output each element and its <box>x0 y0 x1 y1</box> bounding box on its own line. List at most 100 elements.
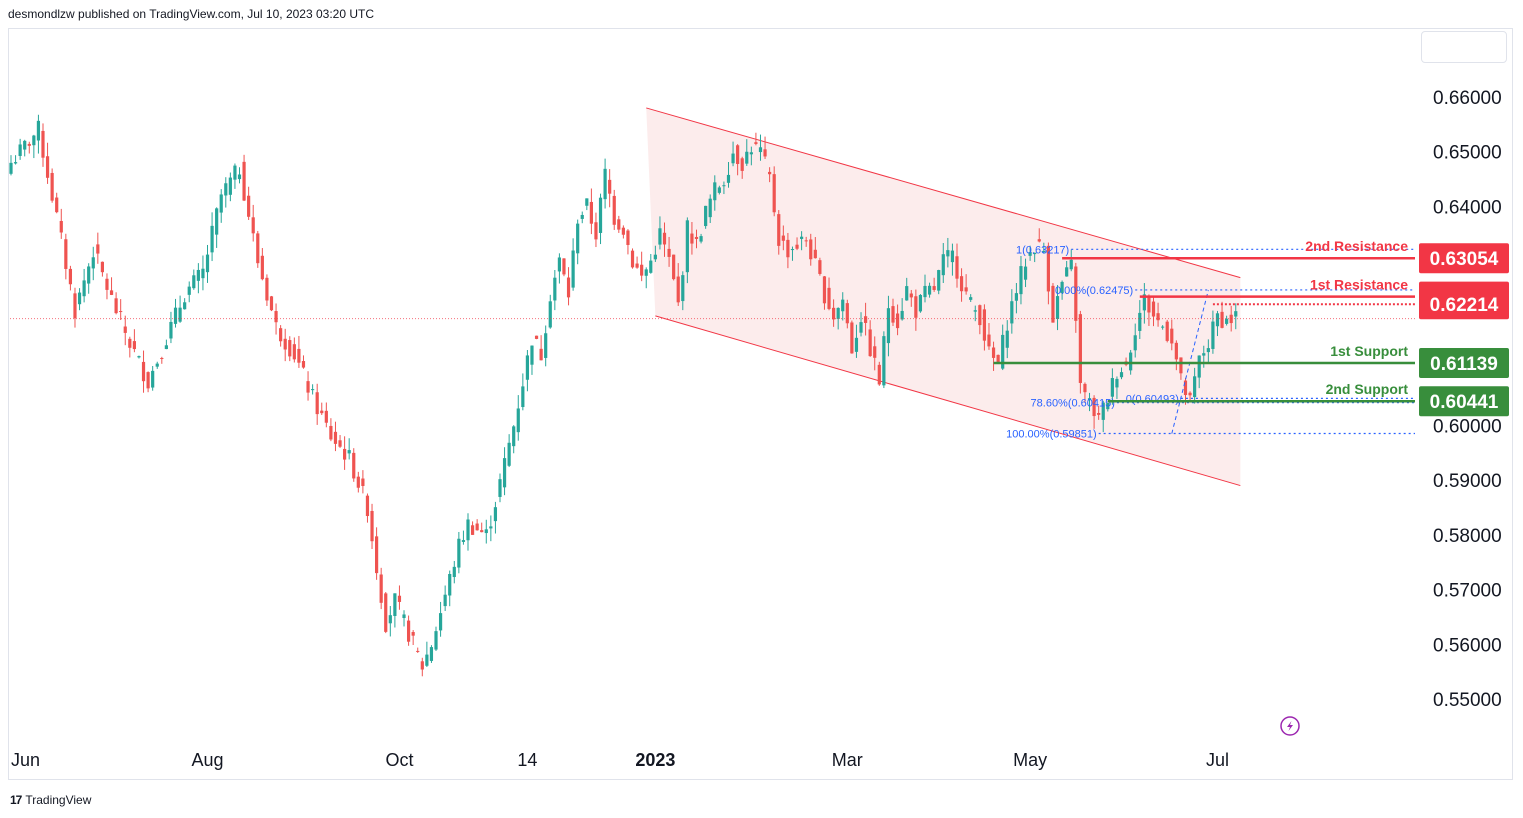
candle <box>1106 402 1110 412</box>
candle <box>91 246 95 281</box>
candle <box>946 237 950 268</box>
candle-body <box>507 442 511 466</box>
candle <box>1174 340 1178 371</box>
candle-body <box>909 293 913 298</box>
candle-body <box>1019 266 1023 295</box>
candle-body <box>1014 293 1018 301</box>
candle <box>507 434 511 468</box>
price-badge <box>1419 348 1509 379</box>
candle <box>886 295 891 357</box>
candle-body <box>996 354 1000 364</box>
candle <box>1078 310 1082 394</box>
candle-body <box>662 232 667 245</box>
candle <box>425 641 429 668</box>
candle <box>45 142 50 184</box>
candle <box>973 305 977 322</box>
candle <box>585 198 589 211</box>
candle-body <box>151 370 155 388</box>
candle <box>1170 319 1174 351</box>
candle <box>128 336 132 358</box>
candle <box>329 418 333 442</box>
candle-body <box>699 236 703 242</box>
candle-body <box>895 313 900 329</box>
candle-body <box>452 566 456 578</box>
candle-body <box>484 529 488 534</box>
candle <box>763 136 767 159</box>
candle-body <box>237 174 242 180</box>
candle-body <box>918 294 923 312</box>
candle <box>169 311 173 344</box>
candle <box>868 320 872 357</box>
candle <box>379 567 383 610</box>
candle-body <box>311 389 315 391</box>
candle <box>27 141 31 154</box>
candle <box>119 299 123 321</box>
candle-body <box>100 261 104 273</box>
candle <box>850 320 854 354</box>
candle <box>923 274 927 303</box>
candle-body <box>1074 266 1078 321</box>
candle-body <box>247 195 251 217</box>
candle <box>713 175 717 211</box>
candle-body <box>384 593 388 632</box>
candle <box>1151 297 1156 327</box>
candle <box>525 350 530 392</box>
candle <box>173 298 178 328</box>
candle-body <box>557 257 561 272</box>
candle-body <box>905 286 909 301</box>
fib-level-label: 0.00%(0.62475) <box>1055 285 1133 297</box>
candle <box>1083 382 1087 403</box>
candle <box>941 242 945 283</box>
level-label: 2nd Support <box>1326 381 1409 397</box>
candle <box>393 593 397 628</box>
candle-body <box>854 337 859 352</box>
candle-body <box>818 260 822 274</box>
candle-body <box>1010 301 1014 324</box>
candle-body <box>589 201 593 224</box>
candle <box>863 302 868 336</box>
level-label: 1st Resistance <box>1310 277 1408 293</box>
candle-body <box>105 278 109 290</box>
candle-body <box>251 217 255 234</box>
candle <box>155 361 159 369</box>
candle <box>1033 252 1037 263</box>
candle-body <box>959 276 964 292</box>
candle <box>105 273 109 300</box>
tradingview-logo-icon: 17 <box>10 793 22 807</box>
candle <box>786 232 790 269</box>
candle <box>13 155 18 165</box>
y-tick-label: 0.55000 <box>1433 690 1502 711</box>
candle-body <box>1188 392 1192 396</box>
candle-body <box>850 322 854 354</box>
candle-body <box>68 268 73 285</box>
candle-body <box>274 311 278 323</box>
candle <box>1097 405 1101 420</box>
lightning-icon[interactable] <box>1280 716 1300 736</box>
candle <box>320 402 324 415</box>
candle <box>123 315 127 346</box>
candle-body <box>425 654 429 666</box>
candle <box>539 335 543 361</box>
candle-body <box>882 336 886 386</box>
candle <box>653 245 657 262</box>
channel-lower-line <box>655 315 1241 487</box>
candle <box>32 134 36 159</box>
price-badge <box>1419 243 1509 274</box>
price-badge-label: 0.63054 <box>1430 249 1499 270</box>
candle <box>1023 258 1028 288</box>
candle <box>1046 242 1050 305</box>
candle <box>375 527 379 580</box>
empty-box-icon[interactable] <box>1421 31 1507 63</box>
channel-fill <box>646 107 1241 486</box>
candle-body <box>279 328 283 342</box>
candle <box>1037 228 1041 243</box>
candle-body <box>50 172 54 201</box>
candle-body <box>41 130 45 158</box>
candle <box>512 425 516 454</box>
candle <box>406 615 411 646</box>
candle-body <box>201 268 205 279</box>
candle <box>183 298 187 310</box>
candle-body <box>1110 378 1114 397</box>
